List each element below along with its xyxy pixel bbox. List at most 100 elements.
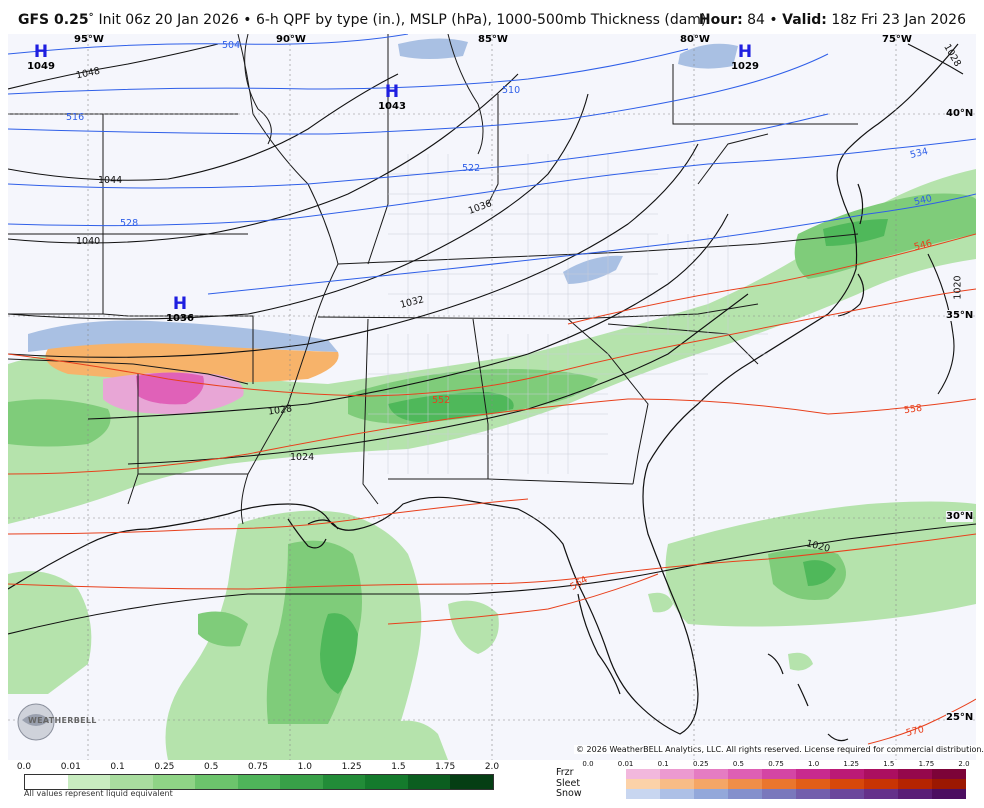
thickness-label: 510 bbox=[502, 85, 521, 96]
rain-color-swatch bbox=[152, 775, 196, 789]
rain-tick-label: 2.0 bbox=[484, 762, 500, 772]
ptype-tick-label: 2.0 bbox=[958, 760, 970, 768]
separator: • bbox=[769, 12, 778, 28]
thickness-warm bbox=[7, 233, 977, 745]
degree-mark: ° bbox=[88, 12, 94, 23]
sleet-areas bbox=[45, 343, 339, 383]
high-value: 1043 bbox=[378, 101, 406, 112]
ptype-tick-label: 0.0 bbox=[582, 760, 594, 768]
rain-tick-label: 1.25 bbox=[341, 762, 362, 772]
rain-color-swatch bbox=[67, 775, 111, 789]
ptype-color-swatch bbox=[932, 779, 966, 789]
ptype-color-swatch bbox=[626, 779, 660, 789]
coastline bbox=[7, 43, 959, 742]
ptype-legend-bars bbox=[626, 769, 966, 799]
ptype-color-swatch bbox=[898, 769, 932, 779]
lon-label: 95°W bbox=[74, 34, 104, 45]
rain-tick-label: 0.1 bbox=[110, 762, 125, 772]
high-symbol: H bbox=[172, 294, 188, 314]
sleet-color-row bbox=[626, 779, 966, 789]
rain-tick-label: 1.75 bbox=[435, 762, 456, 772]
high-pressure-center: H 1049 bbox=[24, 42, 58, 73]
ptype-tick-label: 1.0 bbox=[808, 760, 820, 768]
ptype-color-swatch bbox=[932, 769, 966, 779]
thickness-label: 528 bbox=[120, 218, 139, 229]
rain-color-swatch bbox=[110, 775, 153, 789]
valid-label: Valid: bbox=[782, 12, 827, 28]
rain-color-swatch bbox=[365, 775, 408, 789]
isobar-label: 1024 bbox=[290, 452, 315, 463]
isobar-label: 1040 bbox=[76, 236, 101, 247]
rain-color-swatch bbox=[407, 775, 451, 789]
valid-value: 18z Fri 23 Jan 2026 bbox=[831, 12, 966, 28]
weatherbell-logo bbox=[17, 703, 55, 741]
lon-label: 90°W bbox=[276, 34, 306, 45]
ptype-color-swatch bbox=[830, 769, 864, 779]
header: GFS 0.25° Init 06z 20 Jan 2026 • 6-h QPF… bbox=[0, 0, 984, 34]
ptype-color-swatch bbox=[694, 779, 728, 789]
ptype-color-swatch bbox=[864, 769, 898, 779]
ptype-tick-label: 0.5 bbox=[732, 760, 744, 768]
ptype-tick-label: 0.01 bbox=[617, 760, 634, 768]
ptype-legend-labels: Frzr Sleet Snow bbox=[556, 767, 596, 800]
isobar-label: 1020 bbox=[952, 275, 964, 300]
ptype-tick-label: 0.75 bbox=[768, 760, 784, 768]
frzr-color-row bbox=[626, 769, 966, 779]
ptype-color-swatch bbox=[728, 779, 762, 789]
ptype-color-swatch bbox=[932, 789, 966, 799]
map-title: GFS 0.25° Init 06z 20 Jan 2026 • 6-h QPF… bbox=[18, 12, 706, 28]
ptype-color-swatch bbox=[728, 789, 762, 799]
isobars bbox=[7, 43, 977, 635]
ptype-color-swatch bbox=[694, 769, 728, 779]
ptype-color-swatch bbox=[626, 769, 660, 779]
rain-legend-ticks: 0.0 0.01 0.1 0.25 0.5 0.75 1.0 1.25 1.5 1.75 2.0 bbox=[14, 762, 504, 774]
ptype-color-swatch bbox=[762, 769, 796, 779]
high-value: 1049 bbox=[27, 61, 55, 72]
thickness-label: 552 bbox=[432, 395, 451, 406]
rain-color-swatch bbox=[450, 775, 494, 789]
ptype-color-swatch bbox=[830, 789, 864, 799]
ptype-color-swatch bbox=[898, 789, 932, 799]
lat-label: 25°N bbox=[946, 712, 974, 723]
map-description: Init 06z 20 Jan 2026 • 6-h QPF by type (… bbox=[98, 12, 707, 28]
lat-label: 40°N bbox=[946, 108, 974, 119]
ptype-color-swatch bbox=[626, 789, 660, 799]
ptype-tick-label: 1.75 bbox=[918, 760, 935, 768]
ptype-color-swatch bbox=[864, 779, 898, 789]
ptype-color-swatch bbox=[796, 789, 830, 799]
ptype-tick-label: 1.25 bbox=[843, 760, 859, 768]
snow-label: Snow bbox=[556, 788, 582, 799]
ptype-color-swatch bbox=[762, 779, 796, 789]
high-symbol: H bbox=[737, 42, 753, 62]
lon-label: 80°W bbox=[680, 34, 710, 45]
ptype-color-swatch bbox=[660, 779, 694, 789]
ptype-tick-label: 1.5 bbox=[883, 760, 895, 768]
ptype-color-swatch bbox=[864, 789, 898, 799]
lat-label: 30°N bbox=[946, 511, 974, 522]
rain-tick-label: 0.5 bbox=[204, 762, 219, 772]
thickness-cold bbox=[7, 33, 977, 295]
ptype-color-swatch bbox=[728, 769, 762, 779]
ptype-color-swatch bbox=[694, 789, 728, 799]
thickness-label: 504 bbox=[222, 40, 241, 51]
rain-legend-note: All values represent liquid equivalent bbox=[24, 789, 173, 798]
ptype-tick-label: 0.1 bbox=[657, 760, 669, 768]
rain-color-swatch bbox=[195, 775, 238, 789]
rain-tick-label: 0.0 bbox=[16, 762, 32, 772]
high-value: 1029 bbox=[731, 61, 759, 72]
isobar-label: 1044 bbox=[98, 175, 123, 186]
model-name: GFS 0.25 bbox=[18, 12, 89, 28]
high-symbol: H bbox=[33, 42, 49, 62]
high-pressure-center: H 1029 bbox=[728, 42, 762, 73]
thickness-label: 522 bbox=[462, 163, 481, 174]
ptype-color-swatch bbox=[796, 779, 830, 789]
rain-tick-label: 0.01 bbox=[60, 762, 81, 772]
rain-color-swatch bbox=[237, 775, 281, 789]
rain-color-swatch bbox=[280, 775, 323, 789]
rain-tick-label: 0.75 bbox=[247, 762, 269, 772]
ptype-color-swatch bbox=[898, 779, 932, 789]
rain-legend-bar bbox=[24, 774, 494, 790]
weather-map bbox=[7, 33, 977, 760]
ptype-tick-label: 0.25 bbox=[693, 760, 709, 768]
frzr-label: Frzr bbox=[556, 767, 574, 778]
